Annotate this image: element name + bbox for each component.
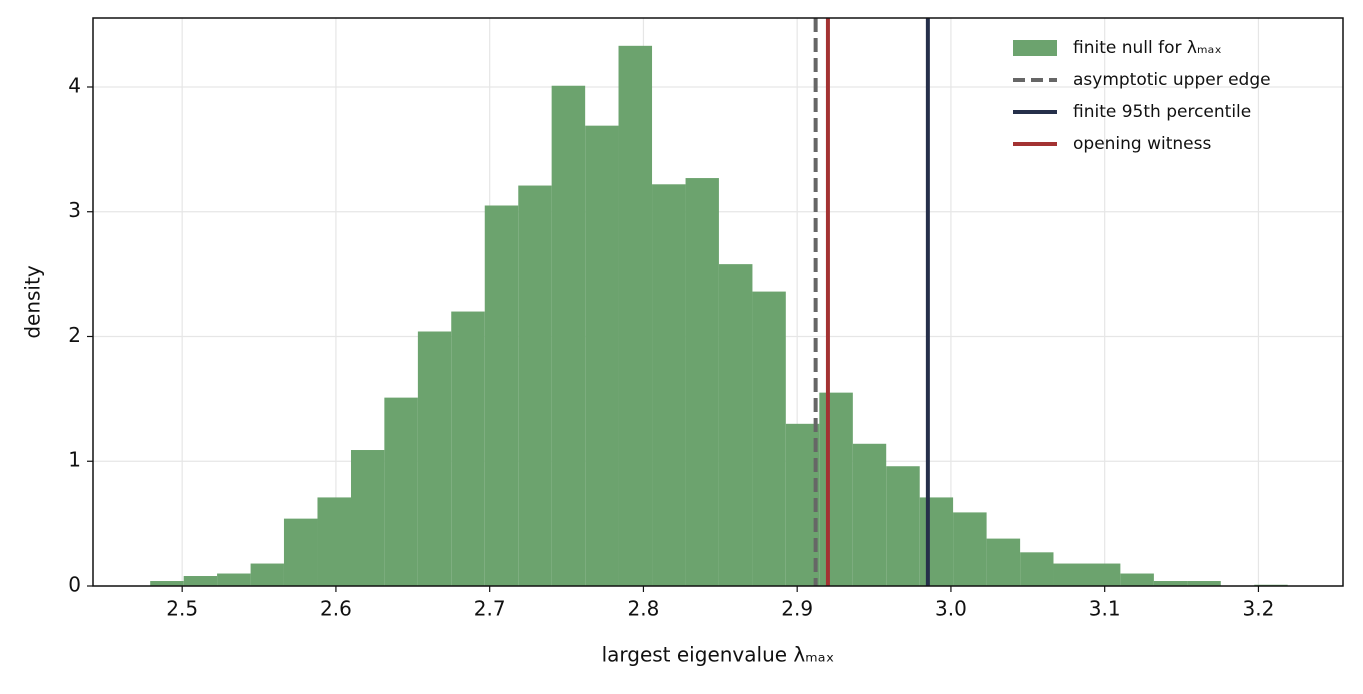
bar bbox=[150, 581, 184, 586]
y-tick-label: 2 bbox=[68, 323, 81, 347]
legend-label: asymptotic upper edge bbox=[1073, 70, 1271, 90]
bar bbox=[986, 538, 1021, 586]
legend-label: finite 95th percentile bbox=[1073, 102, 1251, 122]
legend: finite null for λₘₐₓ asymptotic upper edg… bbox=[1013, 38, 1271, 154]
y-tick-label: 3 bbox=[68, 198, 81, 222]
bar bbox=[1053, 563, 1088, 586]
x-tick-label: 2.6 bbox=[320, 597, 352, 621]
x-tick-label: 3.2 bbox=[1243, 597, 1275, 621]
bar bbox=[551, 85, 586, 586]
bar bbox=[1153, 581, 1188, 586]
bar bbox=[283, 518, 318, 586]
bar bbox=[451, 311, 485, 586]
bar bbox=[618, 45, 653, 587]
bar bbox=[1120, 573, 1154, 586]
legend-swatch bbox=[1013, 40, 1057, 56]
bar bbox=[652, 184, 686, 586]
x-tick-label: 3.1 bbox=[1089, 597, 1121, 621]
bar bbox=[518, 185, 552, 586]
bar bbox=[384, 397, 418, 586]
bar bbox=[718, 264, 753, 586]
bar bbox=[350, 450, 385, 586]
bar bbox=[585, 125, 619, 587]
y-axis-label: density bbox=[21, 265, 45, 338]
bar bbox=[317, 497, 351, 586]
bar bbox=[919, 497, 954, 586]
bar bbox=[217, 573, 251, 586]
y-tick-label: 1 bbox=[68, 448, 81, 472]
y-tick-label: 0 bbox=[68, 573, 81, 597]
x-tick-label: 2.8 bbox=[628, 597, 660, 621]
x-tick-label: 3.0 bbox=[935, 597, 967, 621]
bar bbox=[1087, 563, 1121, 586]
bar bbox=[417, 331, 452, 586]
x-tick-label: 2.5 bbox=[166, 597, 198, 621]
bar bbox=[484, 205, 519, 587]
y-tick-label: 4 bbox=[68, 73, 81, 97]
bar bbox=[886, 466, 920, 586]
bar bbox=[685, 178, 719, 586]
bar bbox=[852, 443, 887, 586]
x-axis-label: largest eigenvalue λₘₐₓ bbox=[602, 643, 835, 667]
legend-label: finite null for λₘₐₓ bbox=[1073, 38, 1222, 58]
plot-frame bbox=[92, 17, 1344, 587]
bar bbox=[953, 512, 987, 586]
bar bbox=[1020, 552, 1054, 586]
x-tick-label: 2.9 bbox=[781, 597, 813, 621]
bar bbox=[250, 563, 284, 586]
bar bbox=[1187, 581, 1221, 586]
bar bbox=[752, 291, 786, 586]
bar bbox=[183, 576, 218, 586]
x-tick-label: 2.7 bbox=[474, 597, 506, 621]
bar bbox=[819, 392, 853, 586]
legend-label: opening witness bbox=[1073, 134, 1212, 154]
